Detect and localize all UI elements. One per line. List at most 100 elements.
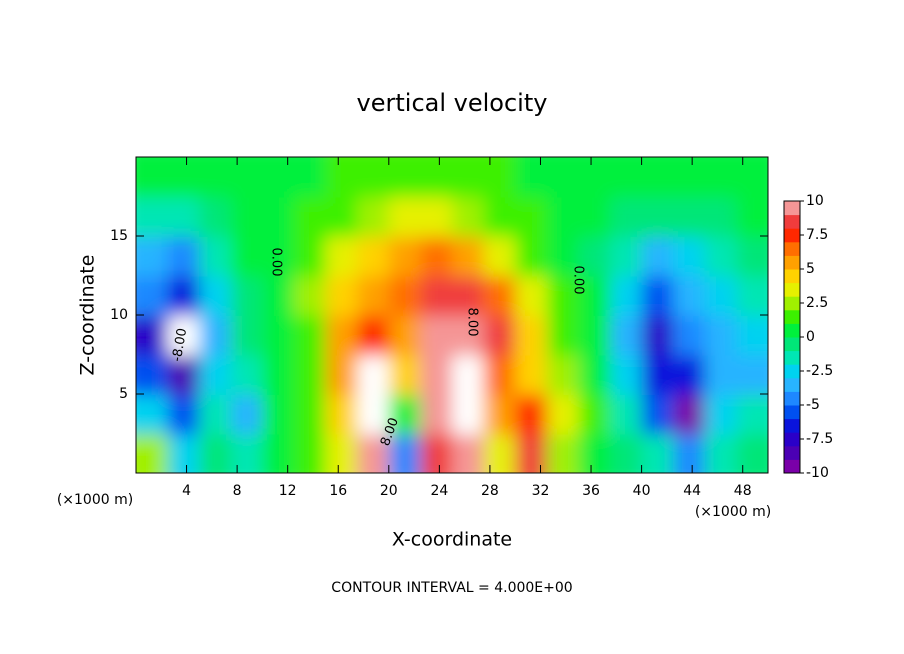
field-cell — [357, 157, 390, 198]
field-cell — [420, 315, 453, 356]
field-cell — [641, 275, 675, 316]
x-tick-label: 16 — [329, 483, 347, 499]
field-cell — [515, 433, 548, 473]
field-cell — [673, 236, 706, 277]
field-cell — [452, 275, 485, 316]
field-cell — [578, 236, 611, 277]
colorbar-swatch — [784, 228, 800, 243]
x-tick-label: 32 — [532, 483, 550, 499]
field-cell — [230, 394, 264, 435]
field-cell — [294, 157, 327, 198]
field-cell — [262, 354, 295, 395]
field-cell — [136, 275, 169, 316]
x-tick-label: 4 — [182, 483, 191, 499]
colorbar-tick-label: 7.5 — [806, 227, 828, 243]
field-cell — [294, 433, 327, 473]
field-cell — [420, 354, 453, 395]
field-cell — [199, 275, 232, 316]
chart-title: vertical velocity — [357, 89, 548, 117]
field-cell — [230, 315, 264, 356]
field-cell — [325, 433, 359, 473]
colorbar-tick-label: -7.5 — [806, 431, 833, 447]
field-cell — [136, 394, 169, 435]
field-cell — [483, 275, 517, 316]
field-cell — [357, 236, 390, 277]
field-cell — [673, 354, 706, 395]
field-cell — [357, 394, 390, 435]
field-cell — [325, 315, 359, 356]
field-cell — [578, 394, 611, 435]
colorbar-tick-label: 5 — [806, 261, 815, 277]
colorbar-tick-label: 2.5 — [806, 295, 828, 311]
field-cell — [546, 196, 580, 237]
field-cell — [294, 354, 327, 395]
field-cell — [325, 236, 359, 277]
field-cell — [641, 354, 675, 395]
field-cell — [610, 433, 643, 473]
colorbar-swatch — [784, 214, 800, 229]
field-cell — [673, 196, 706, 237]
field-cell — [452, 196, 485, 237]
colorbar-swatch — [784, 309, 800, 324]
field-cell — [704, 157, 738, 198]
field-cell — [136, 354, 169, 395]
field-cell — [736, 394, 768, 435]
field-cell — [610, 196, 643, 237]
field-cell — [420, 196, 453, 237]
field-cell — [610, 157, 643, 198]
field-cell — [641, 196, 675, 237]
colorbar-swatch — [784, 364, 800, 379]
field-cell — [294, 275, 327, 316]
field-cell — [420, 236, 453, 277]
field-cell — [136, 315, 169, 356]
field-cell — [578, 354, 611, 395]
field-cell — [610, 354, 643, 395]
colorbar-tick-label: 0 — [806, 329, 815, 345]
field-cell — [515, 157, 548, 198]
field-cell — [294, 236, 327, 277]
x-tick-label: 8 — [233, 483, 242, 499]
field-cell — [673, 315, 706, 356]
field-cell — [483, 433, 517, 473]
field-cell — [610, 236, 643, 277]
field-cell — [610, 275, 643, 316]
field-cell — [546, 236, 580, 277]
colorbar-swatch — [784, 241, 800, 256]
colorbar-tick-label: -10 — [806, 465, 829, 481]
field-cell — [704, 433, 738, 473]
colorbar-swatch — [784, 282, 800, 297]
field-cell — [641, 315, 675, 356]
field-cell — [136, 196, 169, 237]
field-cell — [452, 157, 485, 198]
x-tick-label: 36 — [582, 483, 600, 499]
field-cell — [610, 394, 643, 435]
field-cell — [452, 354, 485, 395]
field-cell — [736, 196, 768, 237]
field-cell — [546, 315, 580, 356]
colorbar-swatch — [784, 391, 800, 406]
field-cell — [673, 433, 706, 473]
field-cell — [420, 433, 453, 473]
colorbar-swatch — [784, 337, 800, 352]
field-cell — [452, 315, 485, 356]
field-cell — [610, 315, 643, 356]
field-cell — [704, 394, 738, 435]
colorbar-swatch — [784, 445, 800, 460]
field-cell — [230, 354, 264, 395]
field-cell — [357, 354, 390, 395]
field-cell — [515, 275, 548, 316]
field-cell — [736, 236, 768, 277]
field-cell — [641, 433, 675, 473]
contour-label: -8.00 — [170, 327, 191, 363]
field-cell — [515, 236, 548, 277]
field-cell — [736, 275, 768, 316]
field-cell — [420, 157, 453, 198]
field-cell — [578, 196, 611, 237]
field-cell — [325, 275, 359, 316]
x-axis-label: X-coordinate — [392, 529, 512, 551]
field-cell — [357, 196, 390, 237]
field-cell — [546, 433, 580, 473]
field-cell — [388, 236, 422, 277]
field-cell — [357, 315, 390, 356]
colorbar-tick-label: -2.5 — [806, 363, 833, 379]
